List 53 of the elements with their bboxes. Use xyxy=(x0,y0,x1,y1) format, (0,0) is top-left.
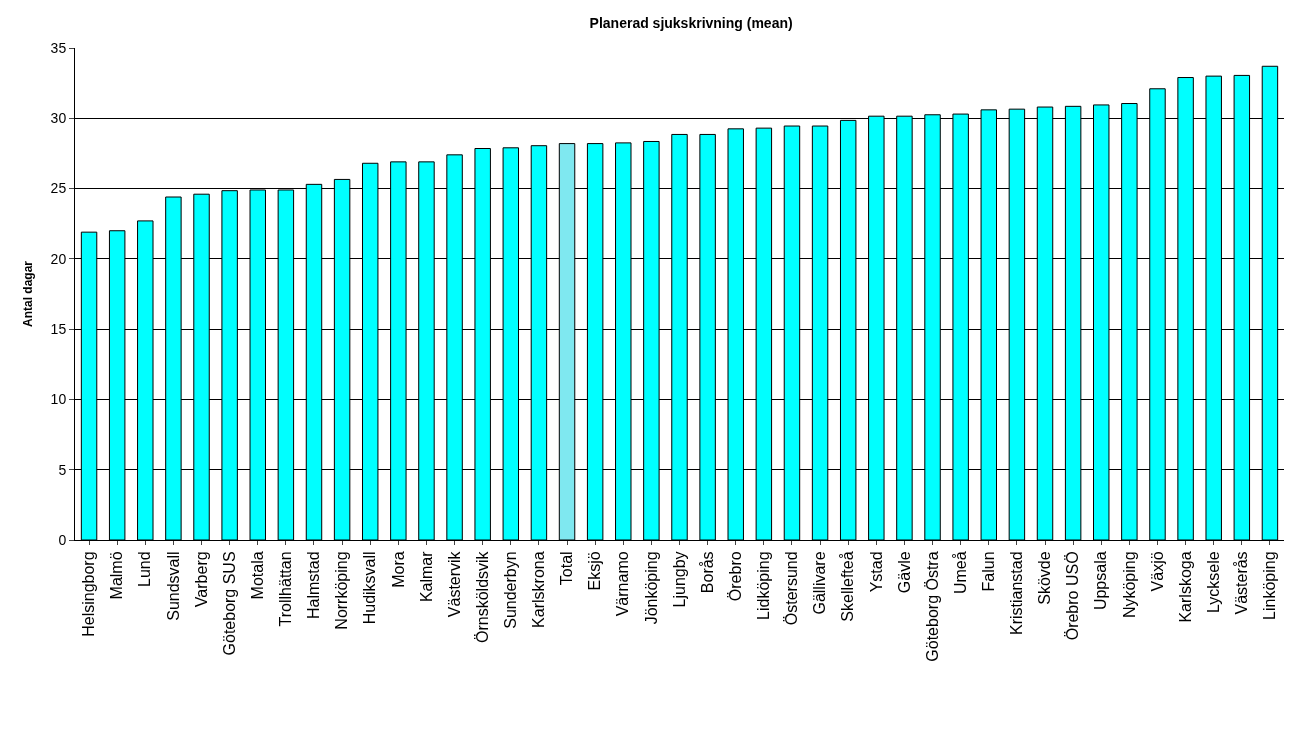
x-tick-label: Halmstad xyxy=(305,551,323,619)
x-tick-label: Lund xyxy=(136,551,154,587)
y-tick-label: 10 xyxy=(50,391,67,408)
x-tick-label: Jönköping xyxy=(642,551,660,625)
x-tick-label: Göteborg Östra xyxy=(923,551,941,662)
x-tick-label: Västervik xyxy=(445,550,463,618)
x-tick-label: Gällivare xyxy=(811,551,829,615)
x-tick-label: Norrköping xyxy=(333,551,351,630)
x-tick-label: Ystad xyxy=(867,551,885,593)
y-tick-label: 0 xyxy=(58,531,67,548)
y-tick-label: 35 xyxy=(50,39,67,56)
x-tick-label: Falun xyxy=(979,551,997,592)
chart-title: Planerad sjukskrivning (mean) xyxy=(589,15,793,32)
x-tick-label: Total xyxy=(558,551,576,586)
x-tick-label: Kristianstad xyxy=(1008,551,1026,635)
y-tick-label: 5 xyxy=(58,461,67,478)
y-tick-label: 25 xyxy=(50,180,67,197)
x-tick-label: Umeå xyxy=(951,551,969,595)
x-tick-label: Mora xyxy=(389,551,407,588)
x-tick-label: Helsingborg xyxy=(80,551,98,637)
x-tick-label: Karlskrona xyxy=(530,551,548,628)
x-tick-label: Borås xyxy=(698,551,716,594)
x-tick-label: Växjö xyxy=(1148,551,1166,592)
x-tick-label: Gävle xyxy=(895,551,913,594)
y-tick-label: 30 xyxy=(50,110,67,127)
x-tick-label: Eksjö xyxy=(586,551,604,591)
x-tick-label: Uppsala xyxy=(1092,551,1110,611)
y-tick-label: 20 xyxy=(50,250,67,267)
x-tick-label: Sunderbyn xyxy=(502,551,519,629)
x-tick-label: Värnamo xyxy=(614,551,632,617)
x-tick-label: Skellefteå xyxy=(839,551,857,622)
x-tick-label: Ljungby xyxy=(670,551,688,608)
x-tick-label: Malmö xyxy=(108,551,126,600)
x-tick-label: Nyköping xyxy=(1120,551,1138,619)
x-tick-label: Motala xyxy=(248,551,266,600)
x-tick-label: Hudiksvall xyxy=(361,551,379,625)
x-tick-label: Linköping xyxy=(1261,551,1279,620)
x-tick-label: Varberg xyxy=(192,551,210,608)
x-tick-label: Västerås xyxy=(1233,551,1251,615)
x-tick-label: Lidköping xyxy=(755,551,773,620)
x-tick-label: Örebro xyxy=(726,551,744,602)
x-tick-label: Sundsvall xyxy=(164,551,182,621)
x-tick-label: Göteborg SUS xyxy=(220,551,238,656)
x-tick-label: Karlskoga xyxy=(1176,551,1194,623)
x-tick-label: Örebro USÖ xyxy=(1064,551,1082,641)
x-tick-label: Lycksele xyxy=(1204,551,1222,614)
y-axis-title: Antal dagar xyxy=(20,260,35,328)
x-tick-label: Trollhättan xyxy=(277,551,295,627)
x-tick-label: Örnsköldsvik xyxy=(473,550,491,643)
y-tick-label: 15 xyxy=(50,321,67,338)
x-tick-label: Skövde xyxy=(1036,551,1054,605)
x-tick-label: Kalmar xyxy=(417,550,435,603)
x-tick-label: Östersund xyxy=(783,551,801,626)
